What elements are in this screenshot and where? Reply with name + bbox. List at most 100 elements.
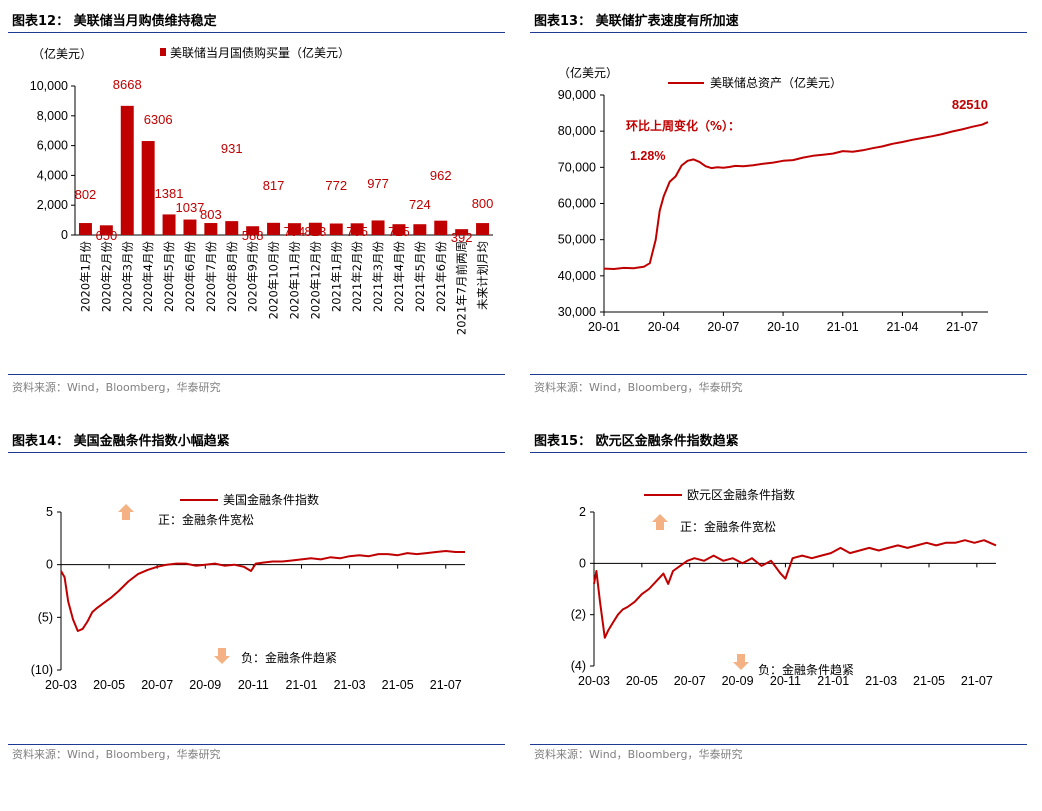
x-tick-label: 2020年7月份 (204, 241, 218, 313)
bar-value-label: 823 (304, 224, 326, 239)
bar (371, 220, 385, 235)
bar (141, 141, 155, 235)
x-tick-label: 2021年4月份 (392, 241, 406, 313)
x-tick-label: 2021年6月份 (434, 241, 448, 313)
x-tick-label: 21-05 (913, 674, 945, 688)
x-tick-label: 2021年1月份 (329, 241, 343, 313)
x-tick-label: 2020年4月份 (141, 241, 155, 313)
legend-label: 美国金融条件指数 (223, 492, 319, 507)
bar-value-label: 650 (95, 228, 117, 243)
source-note: 资料来源：Wind，Bloomberg，华泰研究 (534, 381, 743, 394)
panel-title: 图表14： 美国金融条件指数小幅趋紧 (12, 434, 230, 449)
y-axis-unit: （亿美元） (32, 46, 92, 61)
bar (287, 223, 301, 235)
legend-swatch (160, 48, 166, 56)
y-tick-label: (5) (38, 610, 53, 624)
y-tick-label: 70,000 (558, 160, 596, 174)
x-tick-label: 20-09 (189, 678, 221, 692)
bar-value-label: 772 (325, 178, 347, 193)
source-rule (8, 374, 505, 375)
x-tick-label: 2020年9月份 (246, 241, 260, 313)
legend-label: 美联储总资产（亿美元） (710, 75, 842, 90)
legend-label: 欧元区金融条件指数 (687, 487, 795, 502)
bar-value-label: 588 (242, 228, 264, 243)
x-tick-label: 21-01 (827, 320, 859, 334)
title-rule (8, 32, 505, 33)
bar-value-label: 800 (472, 196, 494, 211)
x-tick-label: 2020年3月份 (120, 241, 134, 313)
y-tick-label: 0 (579, 556, 586, 570)
bar (78, 223, 92, 235)
x-tick-label: 21-07 (946, 320, 978, 334)
source-note: 资料来源：Wind，Bloomberg，华泰研究 (534, 748, 743, 761)
y-tick-label: 8,000 (37, 109, 68, 123)
x-tick-label: 2021年3月份 (371, 241, 385, 313)
x-tick-label: 21-01 (285, 678, 317, 692)
y-tick-label: 80,000 (558, 124, 596, 138)
x-tick-label: 2020年5月份 (162, 241, 176, 313)
x-tick-label: 2020年12月份 (308, 241, 322, 320)
x-tick-label: 2021年2月份 (350, 241, 364, 313)
y-tick-label: (10) (31, 663, 53, 677)
title-rule (8, 452, 505, 453)
bar-value-label: 817 (263, 178, 285, 193)
x-tick-label: 20-11 (238, 678, 269, 692)
bar-value-label: 785 (346, 224, 368, 239)
bar (392, 224, 406, 235)
source-rule (530, 374, 1027, 375)
bar (476, 223, 490, 235)
line-chart: (10) (5) 0 5 20-03 20-05 20-07 20-09 20-11 21-01 2… (31, 492, 465, 692)
title-rule (530, 32, 1027, 33)
bar (99, 225, 113, 235)
bar-value-label: 6306 (144, 112, 173, 127)
y-tick-label: 5 (46, 505, 53, 519)
bar-value-label: 725 (388, 224, 410, 239)
bar (183, 219, 197, 235)
annotation-negative: 负：金融条件趋紧 (241, 650, 337, 665)
x-tick-label: 21-03 (334, 678, 366, 692)
source-rule (530, 744, 1027, 745)
y-tick-label: 60,000 (558, 197, 596, 211)
x-tick-label: 2020年11月份 (287, 241, 301, 320)
change-value: 1.28% (630, 149, 665, 163)
source-note: 资料来源：Wind，Bloomberg，华泰研究 (12, 381, 221, 394)
x-tick-label: 20-03 (45, 678, 77, 692)
title-rule (530, 452, 1027, 453)
x-tick-label: 2021年5月份 (413, 241, 427, 313)
series-line (603, 121, 989, 270)
x-tick-label: 20-11 (770, 674, 801, 688)
up-arrow-icon (118, 504, 134, 520)
y-tick-label: 50,000 (558, 233, 596, 247)
x-tick-label: 20-07 (674, 674, 706, 688)
y-axis-unit: （亿美元） (558, 65, 618, 80)
x-tick-label: 20-07 (141, 678, 173, 692)
panel-us-fci: 图表14： 美国金融条件指数小幅趋紧 (10) (5) 0 5 20-03 20-05 20… (8, 426, 513, 811)
x-tick-label: 20-01 (588, 320, 620, 334)
y-tick-label: 6,000 (37, 139, 68, 153)
bar (120, 105, 134, 235)
x-tick-label: 21-07 (961, 674, 993, 688)
y-tick-label: 0 (46, 558, 53, 572)
bar (455, 229, 469, 235)
x-tick-label: 21-03 (865, 674, 897, 688)
y-tick-label: (2) (571, 608, 586, 622)
panel-title: 图表13： 美联储扩表速度有所加速 (534, 14, 739, 29)
legend-label: 美联储当月国债购买量（亿美元） (170, 45, 350, 60)
annotation-positive: 正：金融条件宽松 (158, 512, 254, 527)
x-tick-label: 20-05 (626, 674, 658, 688)
x-tick-label: 20-03 (578, 674, 610, 688)
bar (329, 223, 343, 235)
x-tick-label: 20-10 (767, 320, 799, 334)
series-line (60, 550, 465, 632)
panel-euro-fci: 图表15： 欧元区金融条件指数趋紧 (4) (2) 0 2 20-03 20-05 20-0… (530, 426, 1035, 811)
y-tick-label: 40,000 (558, 269, 596, 283)
bar-value-label: 724 (409, 197, 431, 212)
bar-value-label: 1381 (155, 186, 184, 201)
y-tick-label: 2,000 (37, 198, 68, 212)
x-tick-label: 21-04 (886, 320, 918, 334)
x-tick-label: 2020年2月份 (99, 241, 113, 313)
bar-value-label: 977 (367, 176, 389, 191)
panel-title: 图表12： 美联储当月购债维持稳定 (12, 14, 217, 29)
x-tick-label: 21-05 (382, 678, 414, 692)
x-tick-label: 20-04 (648, 320, 680, 334)
